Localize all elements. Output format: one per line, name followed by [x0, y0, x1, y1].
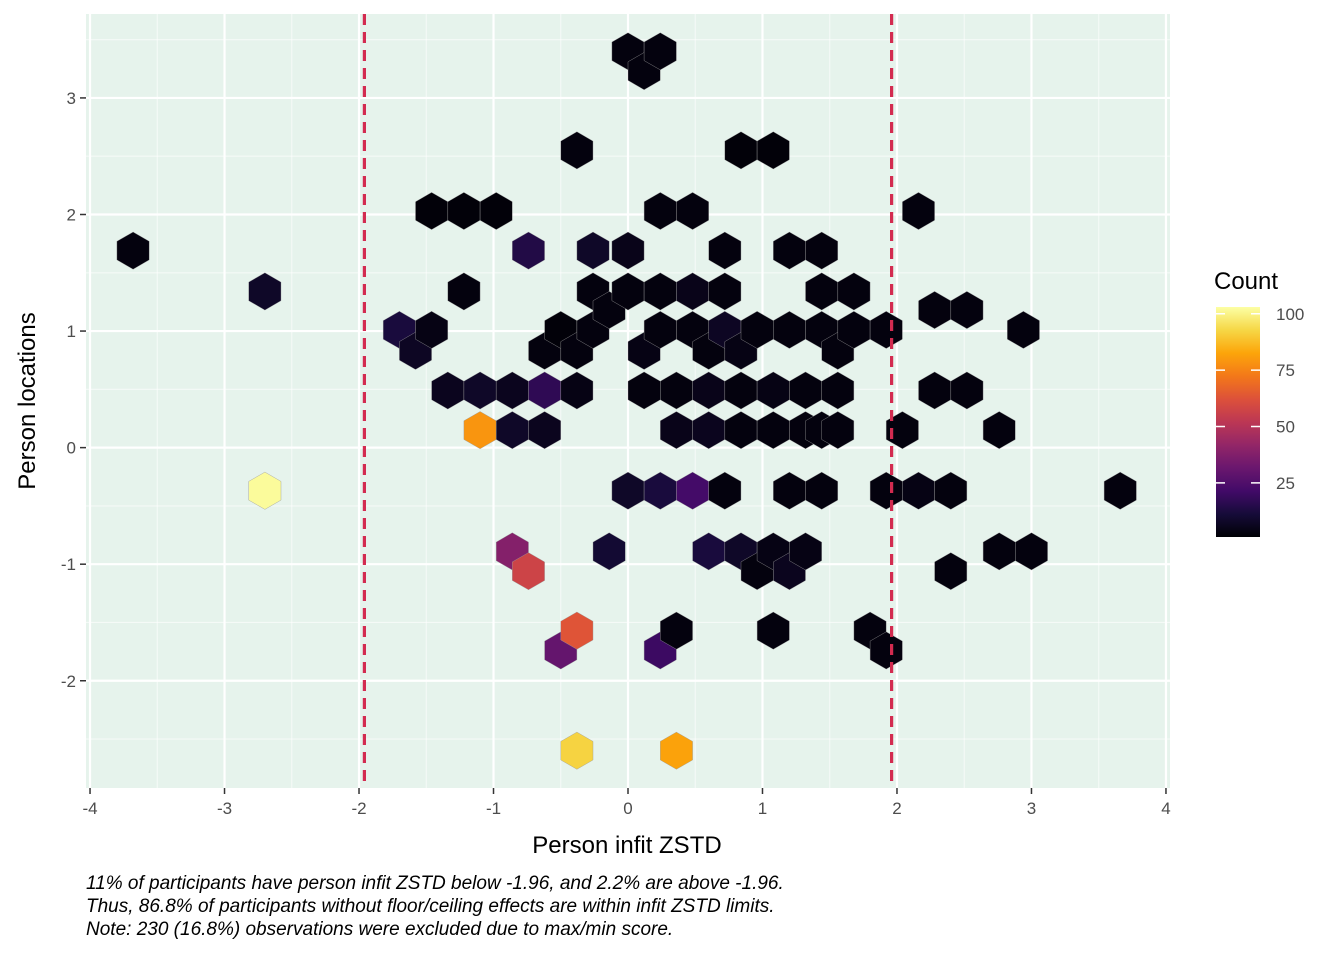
- hex-bin: [789, 532, 822, 571]
- hex-bin: [821, 411, 855, 450]
- hex-bin: [756, 131, 790, 170]
- y-tick-label: 1: [67, 322, 76, 341]
- y-tick-label: -1: [61, 555, 76, 574]
- hex-bin: [1015, 532, 1048, 571]
- x-tick-label: -3: [217, 799, 232, 818]
- hex-bin: [837, 272, 871, 311]
- hex-bin: [708, 471, 742, 510]
- y-tick-label: 3: [67, 89, 76, 108]
- hex-bin: [1007, 311, 1040, 349]
- hex-bin: [869, 311, 903, 349]
- hex-bin: [708, 272, 742, 311]
- hex-bin: [560, 731, 594, 770]
- caption-line-3: Note: 230 (16.8%) observations were excl…: [86, 919, 674, 940]
- y-axis-title: Person locations: [14, 312, 41, 489]
- x-axis-title: Person infit ZSTD: [532, 832, 721, 859]
- hex-bin: [934, 552, 968, 591]
- hex-bin: [821, 371, 855, 410]
- hex-bin: [512, 552, 545, 591]
- hex-bin: [512, 231, 545, 270]
- hex-bin: [576, 231, 610, 270]
- hex-bin: [756, 611, 790, 650]
- hex-bin: [886, 411, 919, 450]
- hex-bin: [982, 411, 1016, 450]
- caption-line-2: Thus, 86.8% of participants without floo…: [86, 896, 775, 917]
- legend: Count 25 50 75 100: [1214, 268, 1304, 537]
- legend-tick-label: 100: [1276, 305, 1304, 324]
- legend-title: Count: [1214, 268, 1278, 295]
- hex-bin: [248, 471, 282, 510]
- hex-bin: [950, 291, 984, 329]
- hex-bin: [560, 131, 594, 170]
- x-tick-label: 4: [1161, 799, 1170, 818]
- hex-bin: [415, 311, 448, 349]
- x-tick-label: 3: [1027, 799, 1036, 818]
- y-tick-label: -2: [61, 672, 76, 691]
- caption: 11% of participants have person infit ZS…: [86, 872, 784, 941]
- legend-tick-label: 25: [1276, 474, 1295, 493]
- x-tick-label: -2: [351, 799, 366, 818]
- x-tick-label: 2: [892, 799, 901, 818]
- x-tick-label: 0: [623, 799, 632, 818]
- hex-bin: [1103, 471, 1137, 510]
- legend-tick-label: 50: [1276, 418, 1295, 437]
- caption-line-1: 11% of participants have person infit ZS…: [86, 873, 784, 894]
- hex-bin: [805, 231, 838, 270]
- hex-bin: [528, 411, 561, 450]
- hex-bin: [643, 32, 677, 71]
- y-tick-label: 0: [67, 439, 76, 458]
- legend-tick-label: 75: [1276, 361, 1295, 380]
- hex-bin: [660, 611, 693, 650]
- y-tick-label: 2: [67, 205, 76, 224]
- hex-bin: [934, 471, 968, 510]
- hex-bin: [950, 371, 984, 410]
- hex-bin: [869, 631, 903, 670]
- hex-bin: [447, 272, 481, 311]
- x-tick-label: -4: [82, 799, 97, 818]
- hex-bin: [676, 192, 709, 230]
- hex-bin: [902, 192, 935, 230]
- hex-bin: [560, 371, 594, 410]
- hex-bin: [560, 611, 594, 650]
- hex-bin: [660, 731, 693, 770]
- hex-bin: [592, 532, 626, 571]
- hex-bin: [805, 471, 838, 510]
- x-tick-label: -1: [486, 799, 501, 818]
- hex-bin: [708, 231, 742, 270]
- x-tick-label: 1: [758, 799, 767, 818]
- legend-colorbar: [1216, 307, 1260, 537]
- hex-bin: [116, 231, 150, 270]
- hex-bin: [248, 272, 282, 311]
- hex-bin: [479, 192, 513, 230]
- hex-bin: [611, 231, 645, 270]
